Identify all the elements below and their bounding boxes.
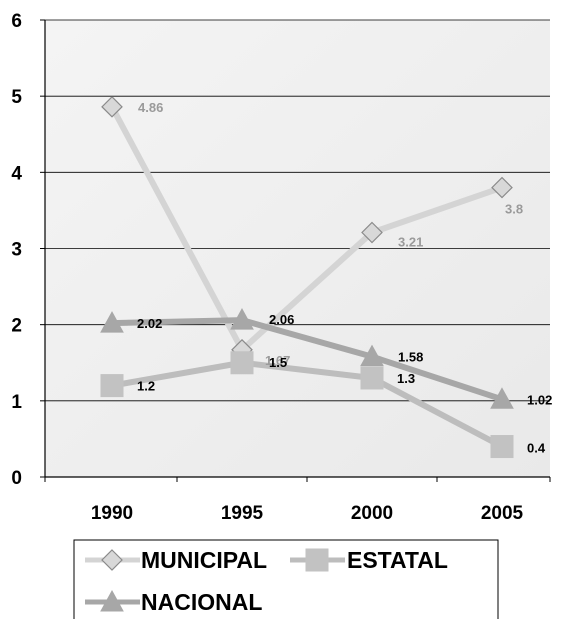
data-label-municipal-2000: 3.21: [398, 235, 423, 250]
y-tick-label-4: 4: [11, 163, 22, 184]
data-label-nacional-1990: 2.02: [137, 316, 162, 331]
y-tick-label-3: 3: [11, 240, 22, 261]
marker-nacional-2000: [360, 344, 384, 367]
x-tick-label-1995: 1995: [221, 503, 264, 524]
marker-estatal-2000: [360, 366, 384, 390]
data-label-estatal-2005: 0.4: [527, 441, 546, 456]
x-tick-label-2005: 2005: [481, 503, 524, 524]
data-label-nacional-1995: 2.06: [269, 312, 294, 327]
y-tick-label-1: 1: [11, 392, 22, 413]
marker-estatal-1995: [230, 351, 254, 375]
marker-estatal-1990: [100, 374, 124, 398]
series-line-estatal: [111, 359, 504, 450]
data-labels: 4.86 1.67 3.21 3.8 1.2 1.5 1.3 0.4 2.02 2.06 1.58 1…: [137, 100, 552, 456]
data-label-estatal-2000: 1.3: [397, 371, 415, 386]
series-markers: [100, 95, 514, 459]
series-lines: [109, 105, 504, 450]
legend: MUNICIPAL ESTATAL NACIONAL: [73, 539, 499, 619]
x-tick-label-1990: 1990: [91, 503, 133, 524]
y-tick-labels: 0 1 2 3 4 5 6: [11, 11, 22, 489]
marker-estatal-2005: [490, 435, 514, 459]
series-line-nacional: [111, 317, 503, 403]
legend-box: [73, 539, 499, 619]
x-tick-labels: 1990 1995 2000 2005: [91, 503, 524, 524]
data-label-municipal-2005: 3.8: [505, 202, 523, 217]
axes: [40, 19, 551, 482]
series-line-municipal: [109, 105, 503, 353]
data-label-municipal-1990: 4.86: [138, 100, 163, 115]
marker-municipal-2005: [491, 176, 513, 199]
x-tick-label-2000: 2000: [351, 503, 393, 524]
legend-marker-municipal: [101, 549, 123, 571]
data-label-municipal-1995: 1.67: [265, 353, 290, 368]
marker-municipal-2000: [361, 221, 383, 244]
data-label-estatal-1995: 1.5: [269, 355, 287, 370]
marker-municipal-1990: [101, 95, 123, 118]
marker-nacional-2005: [490, 387, 514, 409]
data-label-nacional-2000: 1.58: [398, 350, 423, 365]
data-label-nacional-2005: 1.02: [527, 392, 552, 407]
y-tick-label-6: 6: [11, 11, 22, 32]
marker-nacional-1995: [230, 308, 254, 330]
y-tick-label-0: 0: [11, 468, 22, 489]
legend-marker-nacional: [100, 589, 124, 612]
y-tick-label-5: 5: [11, 87, 22, 108]
legend-label-estatal: ESTATAL: [347, 547, 448, 573]
legend-label-municipal: MUNICIPAL: [141, 547, 267, 573]
legend-label-nacional: NACIONAL: [141, 589, 262, 615]
data-label-estatal-1990: 1.2: [137, 379, 155, 394]
legend-marker-estatal: [305, 548, 329, 572]
marker-nacional-1990: [100, 311, 124, 333]
y-tick-label-2: 2: [11, 316, 22, 337]
